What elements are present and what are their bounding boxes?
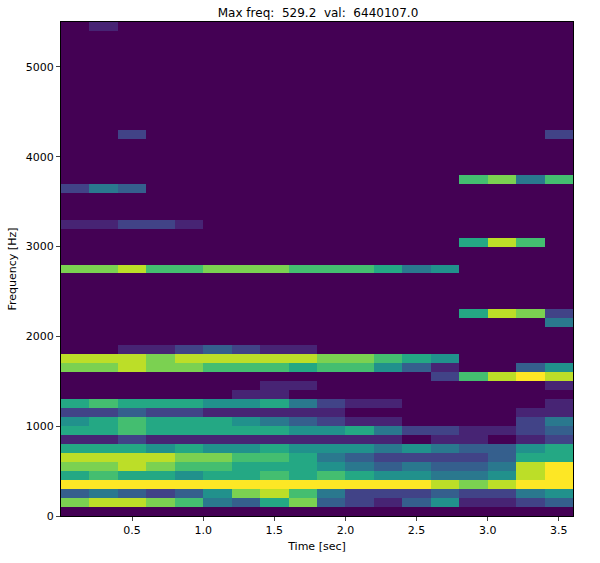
svg-text:2000: 2000 [26,330,54,343]
svg-text:1.0: 1.0 [194,524,212,537]
svg-text:1.5: 1.5 [266,524,284,537]
svg-text:4000: 4000 [26,151,54,164]
svg-text:0: 0 [47,510,54,523]
svg-text:3.0: 3.0 [479,524,497,537]
svg-text:5000: 5000 [26,61,54,74]
svg-text:3.5: 3.5 [550,524,568,537]
svg-text:0.5: 0.5 [123,524,141,537]
svg-text:Frequency [Hz]: Frequency [Hz] [6,228,19,311]
svg-text:1000: 1000 [26,420,54,433]
svg-text:Max freq: 529.2 val: 644010: Max freq: 529.2 val: 6440107.0 [218,6,419,20]
svg-text:2.0: 2.0 [337,524,355,537]
svg-text:Time [sec]: Time [sec] [287,540,346,553]
svg-text:3000: 3000 [26,240,54,253]
svg-text:2.5: 2.5 [408,524,426,537]
